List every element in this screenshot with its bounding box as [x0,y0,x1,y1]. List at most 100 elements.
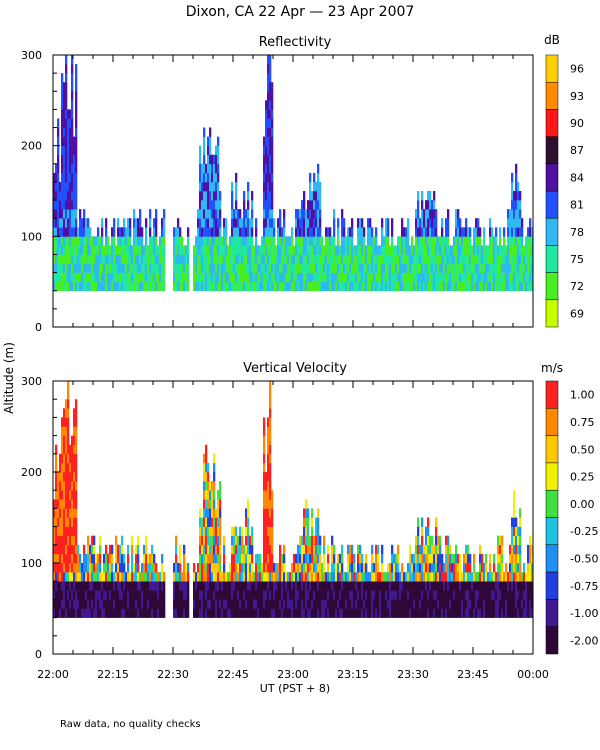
heatmap-cell [433,553,436,564]
heatmap-cell [473,281,476,292]
heatmap-cell [289,236,292,246]
colorbar-swatch [545,245,559,273]
heatmap-cell [267,245,270,255]
heatmap-cell [203,508,206,518]
heatmap-cell [223,245,226,255]
heatmap-cell [223,254,226,264]
heatmap-cell [507,218,510,228]
heatmap-cell [65,417,68,427]
heatmap-cell [451,263,454,273]
heatmap-cell [279,544,282,555]
heatmap-cell [419,581,422,591]
heatmap-cell [107,263,110,273]
heatmap-cell [69,145,72,156]
heatmap-cell [405,281,408,292]
heatmap-cell [403,272,406,282]
heatmap-cell [339,553,342,564]
heatmap-cell [515,218,518,228]
heatmap-cell [75,200,78,210]
heatmap-cell [307,227,310,237]
heatmap-cell [201,281,204,292]
heatmap-cell [297,544,300,555]
heatmap-cell [275,245,278,255]
heatmap-cell [203,581,206,591]
heatmap-cell [57,218,60,228]
heatmap-cell [213,236,216,246]
heatmap-cell [185,245,188,255]
heatmap-cell [71,227,74,237]
heatmap-cell [349,281,352,292]
heatmap-cell [217,272,220,282]
heatmap-cell [471,272,474,282]
heatmap-cell [145,535,148,546]
heatmap-cell [343,263,346,273]
heatmap-cell [119,245,122,255]
heatmap-cell [197,227,200,237]
heatmap-cell [301,608,304,618]
heatmap-cell [73,563,76,573]
heatmap-cell [529,572,532,582]
heatmap-cell [369,236,372,246]
heatmap-cell [339,254,342,264]
heatmap-cell [327,553,330,564]
heatmap-cell [415,572,418,582]
heatmap-cell [291,599,294,609]
heatmap-cell [215,181,218,192]
heatmap-cell [281,281,284,292]
heatmap-cell [181,263,184,273]
heatmap-cell [491,581,494,591]
heatmap-cell [253,590,256,600]
heatmap-cell [181,254,184,264]
heatmap-cell [395,281,398,292]
heatmap-cell [271,91,274,101]
heatmap-cell [221,281,224,292]
heatmap-cell [401,263,404,273]
heatmap-cell [159,590,162,600]
heatmap-cell [73,163,76,174]
heatmap-cell [425,272,428,282]
heatmap-cell [325,245,328,255]
heatmap-cell [73,553,76,564]
heatmap-cell [219,572,222,582]
heatmap-cell [363,590,366,600]
heatmap-cell [239,263,242,273]
heatmap-cell [351,227,354,237]
heatmap-cell [419,236,422,246]
heatmap-cell [407,236,410,246]
heatmap-cell [339,581,342,591]
heatmap-cell [313,272,316,282]
heatmap-cell [407,254,410,264]
heatmap-cell [199,254,202,264]
heatmap-cell [315,553,318,564]
heatmap-cell [445,227,448,237]
heatmap-cell [421,200,424,210]
heatmap-cell [345,599,348,609]
heatmap-cell [403,599,406,609]
heatmap-cell [489,281,492,292]
heatmap-cell [235,209,238,219]
heatmap-cell [467,553,470,564]
heatmap-cell [195,254,198,264]
heatmap-cell [313,263,316,273]
heatmap-cell [513,236,516,246]
heatmap-cell [129,254,132,264]
heatmap-cell [399,254,402,264]
heatmap-cell [351,272,354,282]
heatmap-cell [317,172,320,183]
heatmap-cell [455,263,458,273]
heatmap-cell [529,544,532,555]
heatmap-cell [75,227,78,237]
heatmap-cell [69,227,72,237]
heatmap-cell [439,263,442,273]
heatmap-cell [517,236,520,246]
heatmap-cell [463,608,466,618]
heatmap-cell [301,209,304,219]
heatmap-cell [321,254,324,264]
heatmap-cell [261,272,264,282]
heatmap-cell [455,218,458,228]
heatmap-cell [133,281,136,292]
heatmap-cell [471,599,474,609]
heatmap-cell [315,245,318,255]
heatmap-cell [431,281,434,292]
heatmap-cell [363,608,366,618]
